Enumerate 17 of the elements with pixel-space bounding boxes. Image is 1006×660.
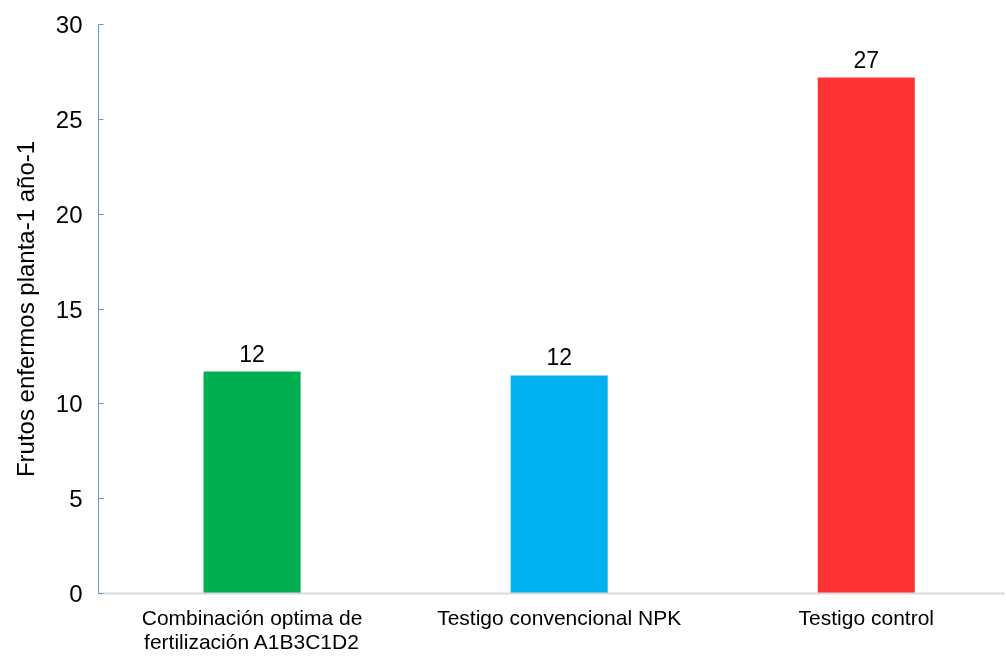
- y-tick-label: 0: [69, 580, 83, 607]
- bar: [510, 375, 608, 594]
- x-tick-label: Testigo control: [798, 605, 934, 629]
- y-tick-label: 15: [55, 295, 83, 323]
- data-label: 12: [546, 344, 572, 371]
- y-axis-title: Frutos enfermos planta-1 año-1: [11, 140, 39, 478]
- data-label: 27: [853, 46, 880, 73]
- y-tick-label: 25: [55, 105, 83, 133]
- data-label: 12: [239, 340, 265, 367]
- x-tick-label: Testigo convencional NPK: [437, 605, 682, 629]
- bar: [817, 77, 915, 594]
- bar: [203, 371, 301, 594]
- y-tick-label: 5: [69, 485, 83, 513]
- x-tick-label: Combinación optima de fertilización A1B3C1D2: [141, 605, 363, 653]
- y-tick-label: 20: [55, 200, 83, 228]
- y-tick-label: 30: [55, 11, 83, 38]
- y-tick-label: 10: [55, 390, 83, 418]
